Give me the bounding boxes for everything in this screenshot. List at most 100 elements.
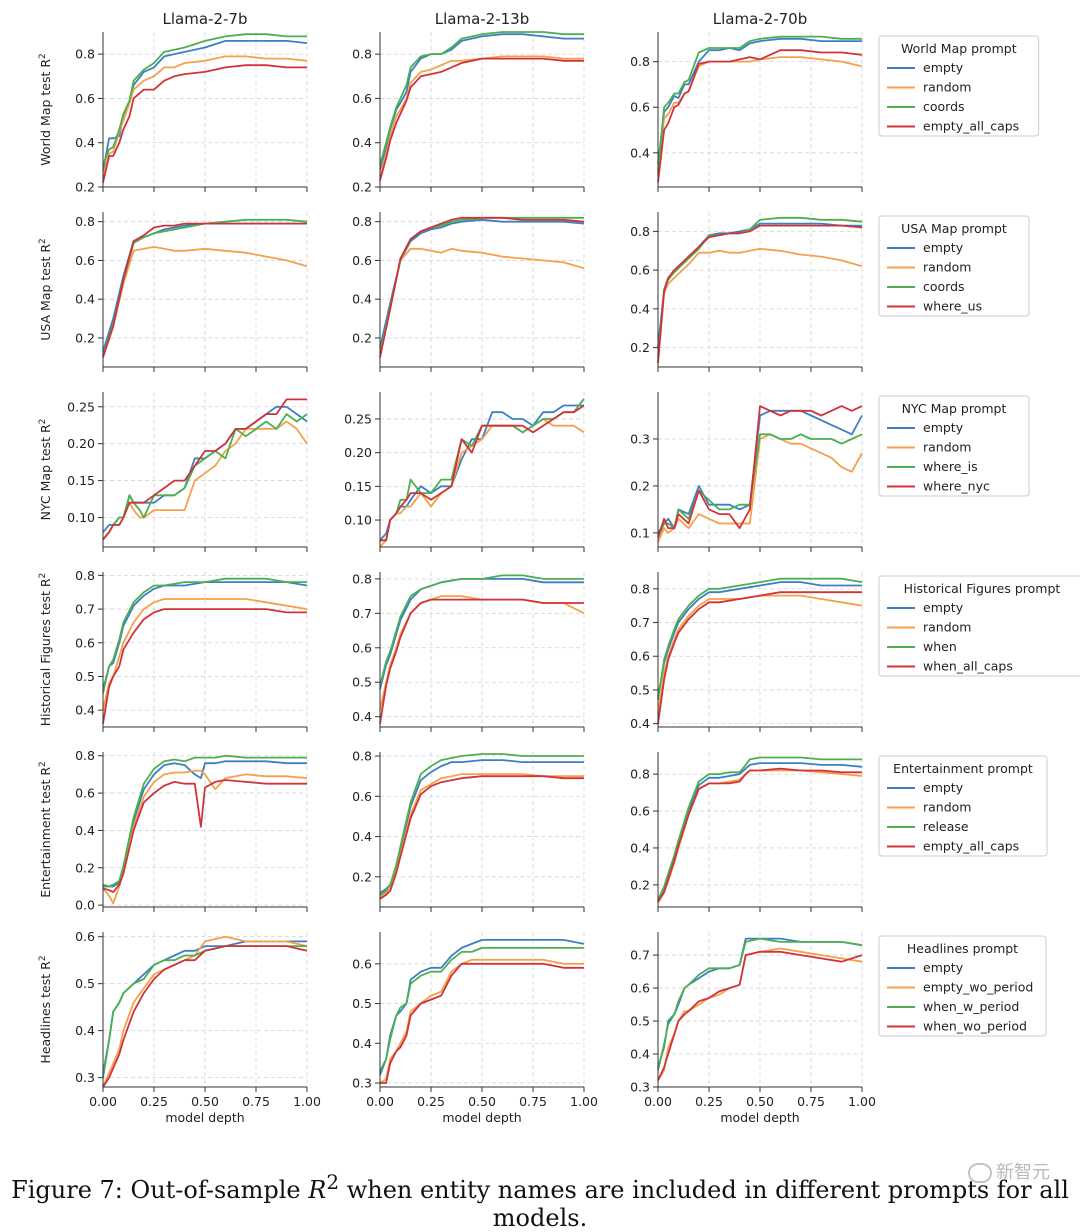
- panel-r6-c1: 0.00 0.25 0.50 0.75 1.00 0.3 0.4 0.5 0.6 model de…: [75, 929, 321, 1125]
- legend-row-3: NYC Map prompt empty random where_is where_n…: [878, 395, 1030, 497]
- y-tick-label: 0.6: [630, 649, 650, 664]
- legend-label-empty: empty: [923, 60, 964, 75]
- y-tick-label: 0.10: [344, 513, 372, 528]
- y-tick-label: 0.8: [352, 214, 372, 229]
- y-tick-label: 0.3: [630, 431, 650, 446]
- y-tick-label: 0.2: [630, 877, 650, 892]
- caption-suffix: when entity names are included in differ…: [339, 1176, 1069, 1232]
- watermark: 新智元: [968, 1158, 1050, 1184]
- y-tick-label: 0.6: [352, 91, 372, 106]
- series-line-random: [657, 594, 863, 714]
- y-tick-label: 0.4: [630, 716, 650, 731]
- series-line-random: [102, 245, 308, 358]
- y-tick-label: 0.8: [352, 571, 372, 586]
- series-line-coords: [379, 31, 584, 166]
- y-tick-label: 0.6: [75, 786, 95, 801]
- legend-label-empty: empty: [923, 240, 964, 255]
- series-line-when-wo-period: [380, 962, 584, 1084]
- panel-r4-c1: 0.4 0.5 0.6 0.7 0.8: [75, 568, 308, 732]
- y-tick-label: 0.7: [630, 948, 650, 963]
- y-tick-label: 0.8: [630, 581, 650, 596]
- panel-r6-c3: 0.00 0.25 0.50 0.75 1.00 0.3 0.4 0.5 0.6 0.7 model…: [630, 932, 876, 1125]
- x-tick-label: 0.00: [644, 1094, 672, 1109]
- series-line-random: [102, 598, 308, 711]
- legend-label-random: random: [923, 260, 971, 275]
- y-tick-label: 0.2: [75, 180, 95, 195]
- y-tick-label: 0.5: [352, 996, 372, 1011]
- series-line-when-wo-period: [657, 950, 863, 1081]
- series-line-random: [379, 247, 585, 358]
- row-6-ylabel: Headlines test R2: [38, 955, 53, 1063]
- legend-title: Headlines prompt: [907, 941, 1018, 956]
- row-1-ylabel: World Map test R2: [38, 53, 53, 166]
- watermark-text: 新智元: [996, 1162, 1050, 1183]
- panel-r3-c1: 0.10 0.15 0.20 0.25: [67, 392, 308, 552]
- y-tick-label: 0.6: [630, 263, 650, 278]
- series-line-empty: [657, 37, 862, 165]
- series-line-when-wo-period: [102, 945, 308, 1088]
- y-tick-label: 0.6: [630, 100, 650, 115]
- y-tick-label: 0.25: [67, 399, 95, 414]
- x-tick-label: 0.75: [242, 1094, 270, 1109]
- series-line-release: [102, 754, 307, 888]
- x-tick-label: 0.75: [519, 1094, 547, 1109]
- series-line-when: [657, 577, 863, 701]
- row-3-ylabel: NYC Map test R2: [38, 419, 53, 521]
- y-tick-label: 0.2: [352, 869, 372, 884]
- legend-box: [878, 935, 1047, 1037]
- y-tick-label: 0.4: [352, 292, 372, 307]
- legend-box: [878, 395, 1030, 497]
- y-tick-label: 0.4: [75, 1023, 95, 1038]
- series-line-random: [657, 247, 863, 362]
- panel-r2-c2: 0.2 0.4 0.6 0.8: [352, 212, 585, 372]
- legend-label-when-all-caps: when_all_caps: [923, 659, 1013, 674]
- y-tick-label: 0.8: [75, 47, 95, 62]
- legend-label-random: random: [923, 440, 971, 455]
- series-line-where-us: [379, 216, 585, 358]
- series-line-coords: [657, 35, 862, 172]
- legend-label-empty-wo-period: empty_wo_period: [923, 980, 1033, 995]
- y-tick-label: 0.4: [630, 301, 650, 316]
- y-tick-label: 0.4: [75, 823, 95, 838]
- legend-label-when: when: [923, 639, 957, 654]
- legend-label-random: random: [923, 800, 971, 815]
- panel-r1-c1: 0.2 0.4 0.6 0.8: [75, 32, 308, 195]
- series-line-empty-all-caps: [102, 64, 307, 183]
- y-tick-label: 0.2: [352, 180, 372, 195]
- series-line-where-is: [380, 398, 585, 542]
- row-2-ylabel: USA Map test R2: [38, 238, 53, 341]
- panel-r1-c3: 0.4 0.6 0.8: [630, 32, 863, 192]
- y-tick-label: 0.4: [75, 135, 95, 150]
- panel-r6-c2: 0.00 0.25 0.50 0.75 1.00 0.3 0.4 0.5 0.6 model de…: [352, 932, 598, 1125]
- y-tick-label: 0.10: [67, 510, 95, 525]
- series-line-where-nyc: [102, 398, 307, 541]
- caption-prefix: Figure 7: Out-of-sample: [11, 1176, 309, 1204]
- y-tick-label: 0.2: [630, 478, 650, 493]
- y-tick-label: 0.2: [352, 330, 372, 345]
- legend-label-when-wo-period: when_wo_period: [923, 1019, 1027, 1034]
- column-title-1: Llama-2-7b: [163, 10, 248, 28]
- x-tick-label: 0.50: [468, 1094, 496, 1109]
- legend-label-where-nyc: where_nyc: [923, 479, 990, 494]
- y-tick-label: 0.8: [630, 54, 650, 69]
- x-tick-label: 0.50: [746, 1094, 774, 1109]
- legend-title: USA Map prompt: [901, 221, 1007, 236]
- legend-box: [878, 215, 1030, 317]
- legend-title: NYC Map prompt: [902, 401, 1007, 416]
- series-line-when-all-caps: [102, 608, 307, 724]
- panel-r5-c2: 0.2 0.4 0.6 0.8: [352, 749, 585, 912]
- legend-label-empty: empty: [923, 420, 964, 435]
- legend-title: World Map prompt: [901, 41, 1017, 56]
- y-tick-label: 0.6: [352, 956, 372, 971]
- series-line-where-us: [657, 224, 863, 364]
- y-tick-label: 0.8: [75, 214, 95, 229]
- y-tick-label: 0.7: [352, 606, 372, 621]
- x-tick-label: 0.00: [366, 1094, 394, 1109]
- y-tick-label: 0.4: [352, 829, 372, 844]
- y-tick-label: 0.7: [630, 615, 650, 630]
- y-tick-label: 0.4: [75, 703, 95, 718]
- series-line-where-us: [102, 222, 307, 358]
- y-tick-label: 0.3: [630, 1080, 650, 1095]
- series-line-where-nyc: [657, 405, 863, 538]
- series-line-when-all-caps: [379, 598, 584, 724]
